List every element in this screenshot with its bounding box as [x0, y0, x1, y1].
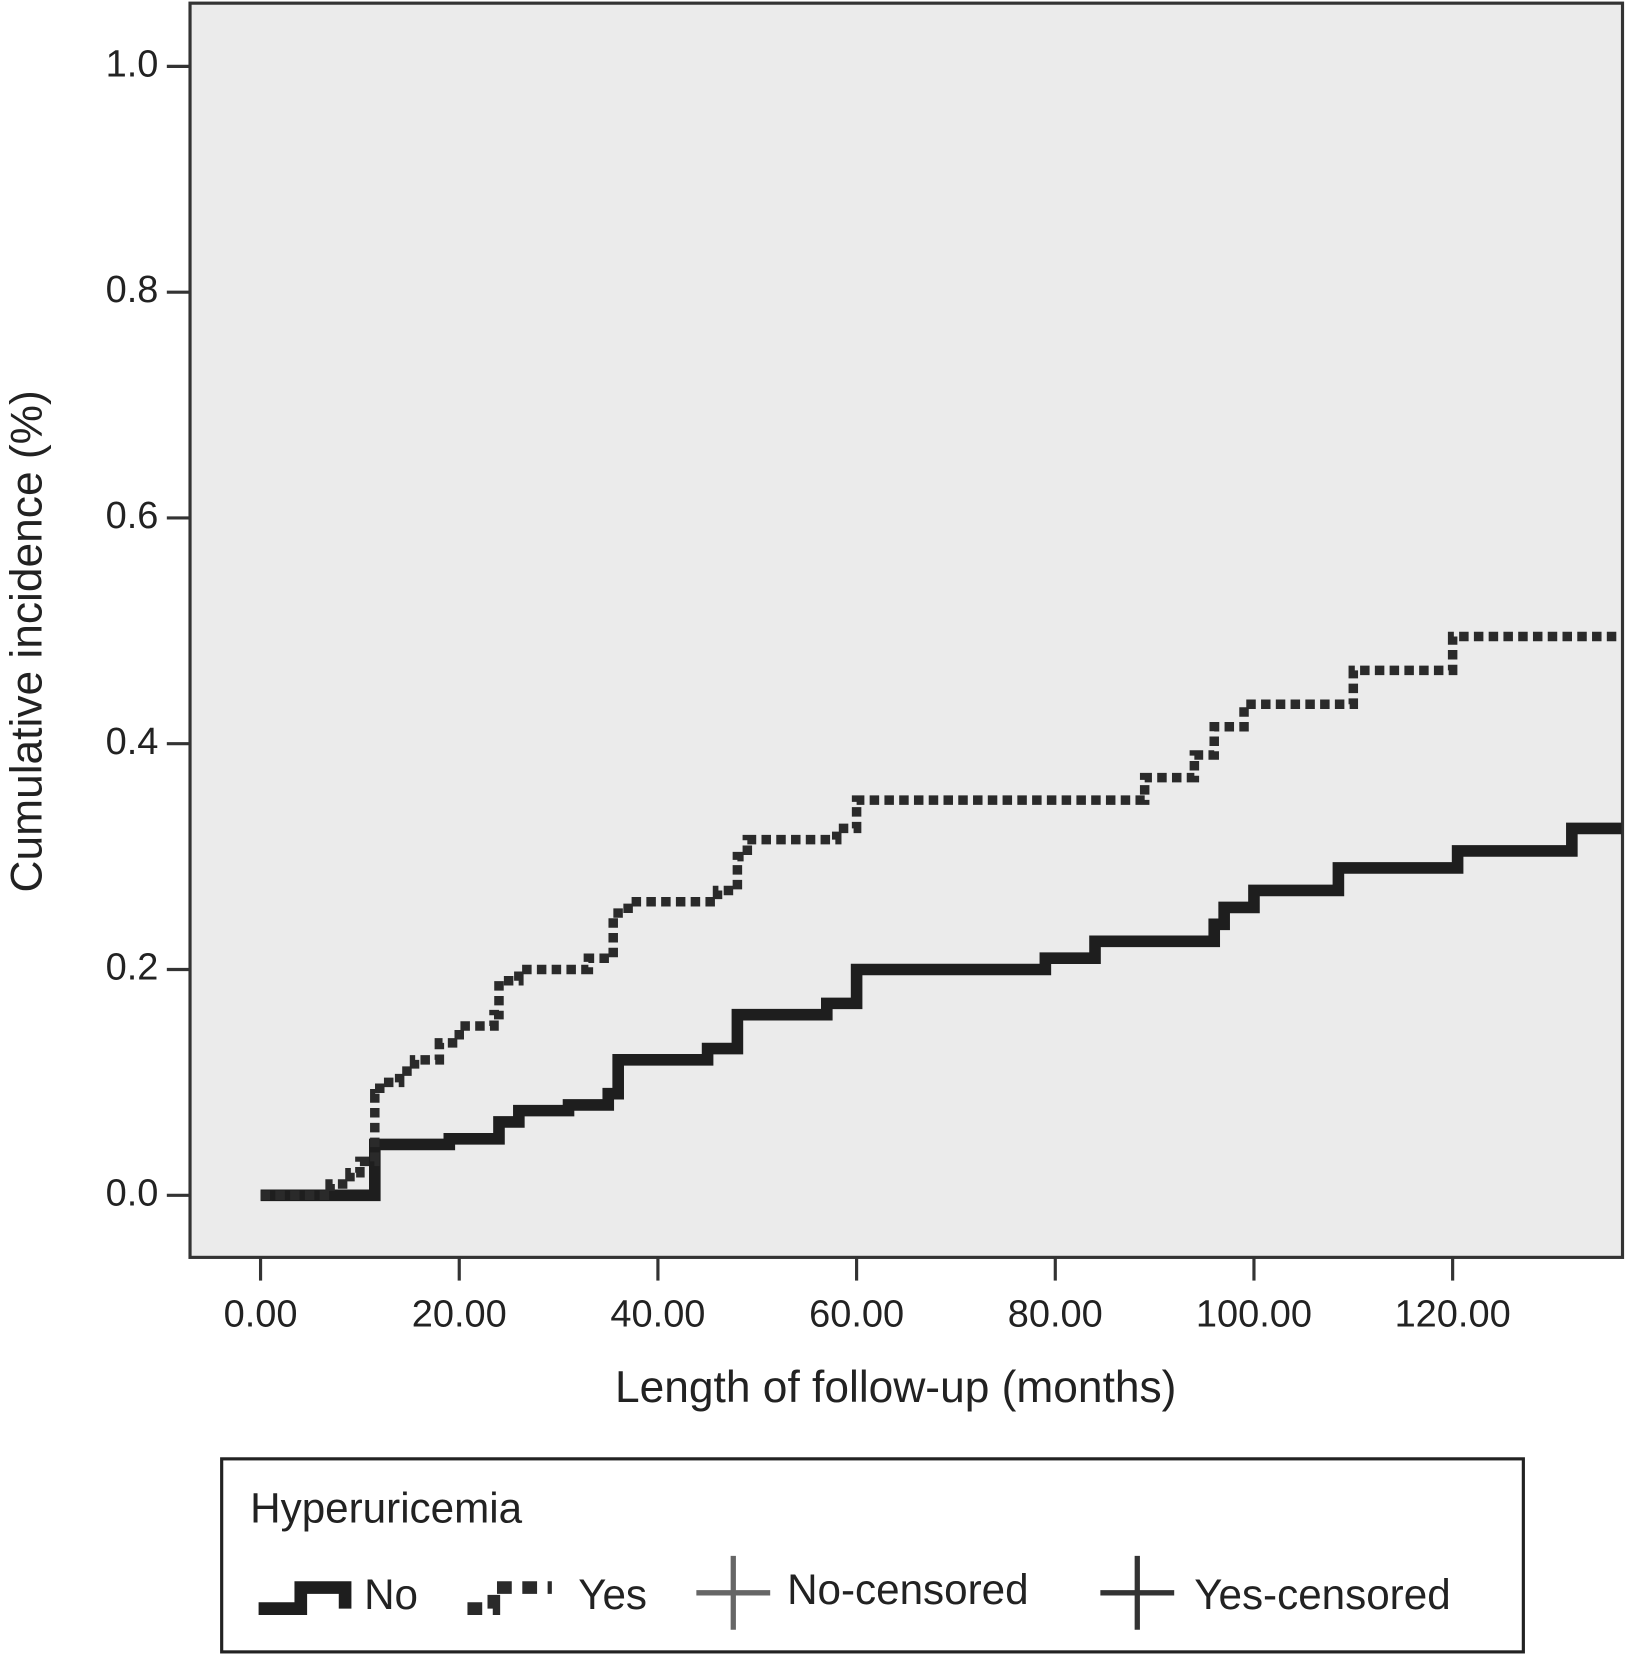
x-axis-title: Length of follow-up (months): [615, 1363, 1176, 1412]
legend-swatch: [258, 1581, 352, 1615]
legend-box: [220, 1457, 1525, 1654]
legend-swatch: [467, 1581, 552, 1615]
y-axis-title: Cumulative incidence (%): [2, 390, 51, 892]
x-tick-label: 120.00: [1395, 1293, 1511, 1335]
x-tick-label: 0.00: [224, 1293, 298, 1335]
y-tick-label: 0.2: [106, 947, 159, 989]
legend-label: Yes: [578, 1571, 647, 1618]
step-line: [260, 822, 1622, 1202]
legend-censor-swatch: [696, 1555, 771, 1630]
x-tick-label: 40.00: [610, 1293, 705, 1335]
y-tick-label: 0.0: [106, 1172, 159, 1214]
legend-title: Hyperuricemia: [250, 1485, 522, 1532]
y-tick-label: 0.8: [106, 269, 159, 311]
y-tick-label: 0.4: [106, 721, 159, 763]
x-tick-label: 100.00: [1196, 1293, 1312, 1335]
x-tick-label: 20.00: [412, 1293, 507, 1335]
legend-label: Yes-censored: [1194, 1571, 1450, 1618]
y-tick-label: 1.0: [106, 43, 159, 85]
step-line: [260, 631, 1622, 1201]
legend-label: No: [364, 1571, 418, 1618]
y-tick-label: 0.6: [106, 495, 159, 537]
legend-censor-swatch: [1100, 1555, 1175, 1630]
x-tick-label: 80.00: [1008, 1293, 1103, 1335]
x-tick-label: 60.00: [809, 1293, 904, 1335]
plot-area: [188, 1, 1625, 1259]
legend-label: No-censored: [787, 1566, 1029, 1613]
